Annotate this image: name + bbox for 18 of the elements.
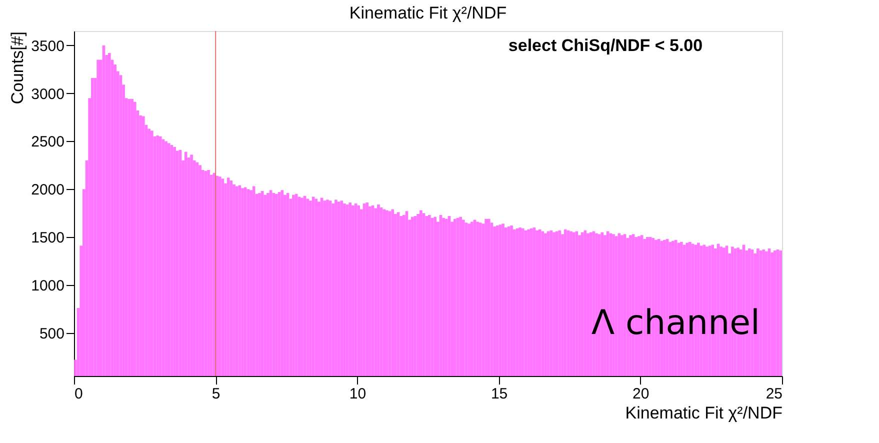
y-tick-label: 1500 bbox=[31, 230, 64, 247]
x-tick-label: 0 bbox=[74, 386, 83, 402]
y-tick-label: 3500 bbox=[31, 38, 64, 55]
annotation: select ChiSq/NDF < 5.00 bbox=[508, 36, 703, 55]
x-tick-label: 10 bbox=[349, 386, 366, 402]
x-tick-label: 25 bbox=[766, 386, 782, 402]
x-tick-label: 15 bbox=[490, 386, 508, 402]
y-axis-title: Counts[#] bbox=[8, 32, 28, 104]
chart-title: Kinematic Fit χ²/NDF bbox=[349, 4, 507, 22]
x-tick-label: 5 bbox=[212, 386, 220, 402]
x-tick-label: 20 bbox=[632, 386, 650, 402]
y-tick-label: 1000 bbox=[31, 277, 64, 294]
y-tick-label: 2500 bbox=[31, 134, 64, 151]
y-tick-label: 500 bbox=[39, 325, 64, 342]
y-tick-label: 2000 bbox=[31, 182, 64, 199]
annotation: Λ channel bbox=[591, 303, 760, 343]
x-axis-title: Kinematic Fit χ²/NDF bbox=[625, 404, 782, 422]
y-tick-label: 3000 bbox=[31, 86, 64, 103]
